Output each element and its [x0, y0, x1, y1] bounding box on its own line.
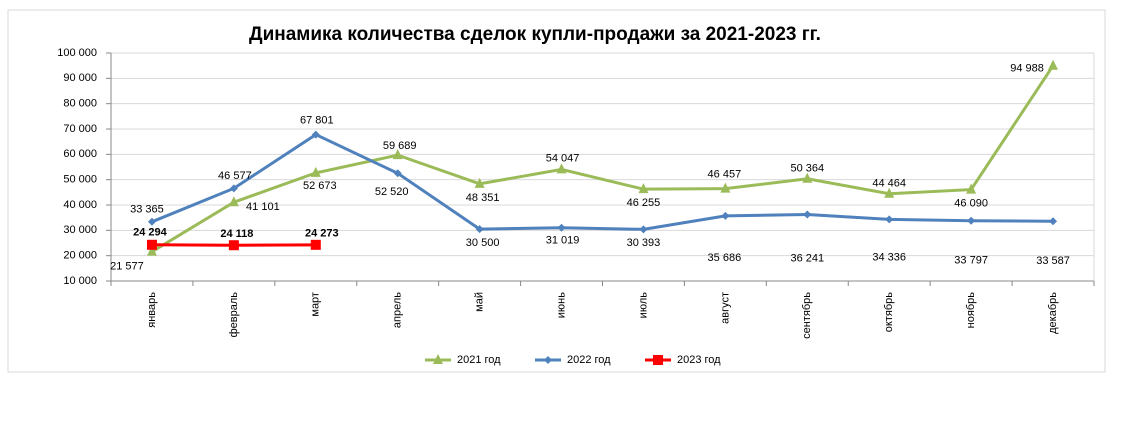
y-tick-label: 80 000 [63, 98, 97, 110]
data-label: 94 988 [1010, 63, 1044, 75]
y-tick-label: 100 000 [57, 47, 97, 59]
x-tick-label: октябрь [883, 292, 895, 332]
data-label: 48 351 [466, 192, 500, 204]
y-tick-label: 60 000 [63, 148, 97, 160]
data-label: 59 689 [383, 140, 417, 152]
x-tick-label: август [719, 292, 731, 324]
legend-marker [653, 355, 663, 365]
data-label: 54 047 [546, 152, 580, 164]
y-tick-label: 20 000 [63, 250, 97, 262]
legend-label: 2022 год [567, 354, 611, 366]
data-label: 33 587 [1036, 255, 1070, 267]
data-label: 24 294 [133, 227, 168, 239]
marker [147, 240, 157, 250]
data-label: 52 520 [375, 186, 409, 198]
data-label: 33 797 [954, 255, 988, 267]
data-label: 44 464 [872, 178, 906, 190]
data-label: 33 365 [130, 204, 164, 216]
data-label: 34 336 [872, 251, 906, 263]
data-label: 41 101 [246, 201, 280, 213]
data-label: 24 273 [305, 228, 339, 240]
y-tick-label: 40 000 [63, 199, 97, 211]
legend-label: 2021 год [457, 354, 501, 366]
x-tick-label: апрель [392, 292, 404, 328]
data-label: 46 577 [218, 170, 252, 182]
x-tick-label: январь [146, 292, 158, 328]
data-label: 35 686 [708, 252, 742, 264]
x-tick-label: февраль [228, 292, 240, 338]
data-label: 24 118 [220, 228, 253, 240]
x-tick-label: сентябрь [801, 292, 813, 339]
data-label: 46 255 [627, 197, 661, 209]
x-tick-label: июнь [555, 292, 567, 318]
x-tick-label: март [310, 292, 322, 317]
data-label: 50 364 [790, 163, 824, 175]
legend-label: 2023 год [677, 354, 721, 366]
y-tick-label: 50 000 [63, 174, 97, 186]
data-label: 21 577 [110, 261, 144, 273]
marker [229, 240, 239, 250]
data-label: 67 801 [300, 114, 334, 126]
x-tick-label: декабрь [1047, 292, 1059, 334]
y-tick-label: 70 000 [63, 123, 97, 135]
data-label: 46 457 [708, 169, 742, 181]
data-label: 52 673 [303, 180, 337, 192]
y-tick-label: 30 000 [63, 224, 97, 236]
x-tick-label: ноябрь [965, 292, 977, 329]
x-tick-label: июль [637, 292, 649, 319]
data-label: 30 393 [627, 237, 661, 249]
y-tick-label: 10 000 [63, 275, 97, 287]
data-label: 31 019 [546, 235, 580, 247]
x-tick-label: май [474, 292, 486, 312]
y-tick-label: 90 000 [63, 72, 97, 84]
marker [311, 240, 321, 250]
data-label: 36 241 [790, 252, 824, 264]
data-label: 46 090 [954, 197, 988, 209]
chart-title: Динамика количества сделок купли-продажи… [249, 24, 821, 45]
data-label: 30 500 [466, 237, 500, 249]
